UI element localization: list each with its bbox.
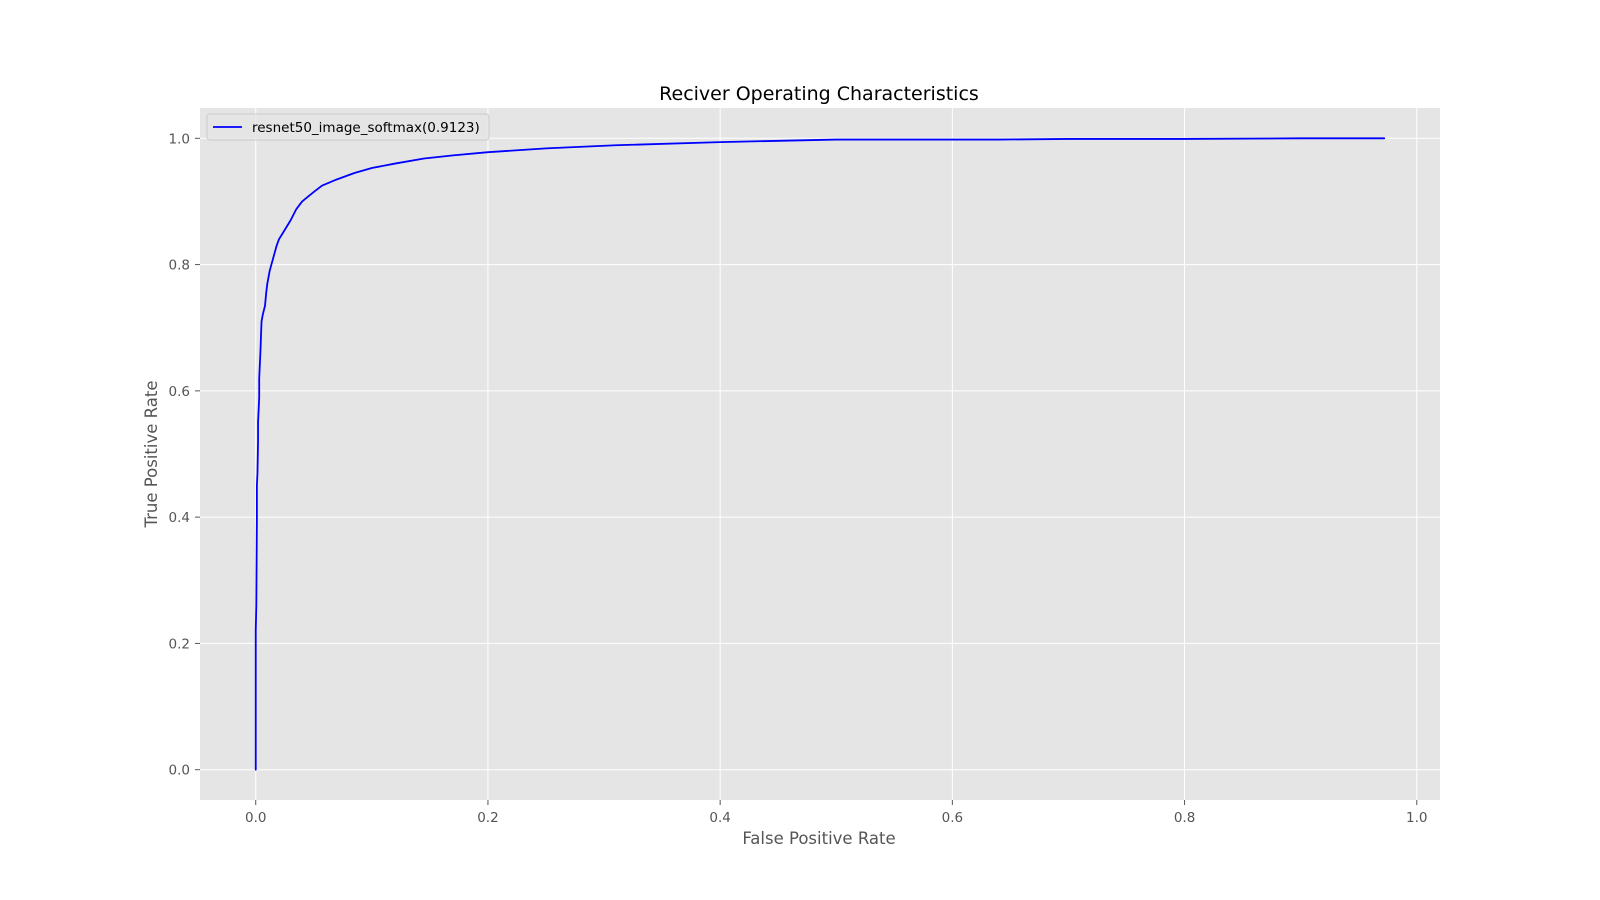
y-tick-label: 0.4	[169, 510, 190, 526]
axis-ticks: 0.0 0.2 0.4 0.6 0.8 1.0 0.0 0.2 0.4 0.6 0.8 1.0	[169, 131, 1428, 826]
plot-area	[200, 108, 1440, 800]
x-tick-label: 0.4	[709, 810, 730, 826]
legend-label: resnet50_image_softmax(0.9123)	[252, 120, 480, 136]
x-tick-label: 0.6	[942, 810, 963, 826]
x-tick-label: 0.2	[477, 810, 498, 826]
series-lines	[254, 137, 1386, 771]
x-tick-label: 1.0	[1406, 810, 1427, 826]
x-tick-label: 0.8	[1174, 810, 1195, 826]
y-tick-label: 0.8	[169, 258, 190, 274]
grid-lines	[200, 108, 1440, 800]
x-axis-label: False Positive Rate	[742, 829, 895, 848]
y-tick-label: 0.0	[169, 763, 190, 779]
roc-curve-line	[254, 137, 1386, 771]
legend: resnet50_image_softmax(0.9123)	[206, 113, 490, 141]
chart-title: Reciver Operating Characteristics	[659, 83, 979, 105]
legend-box	[206, 113, 490, 141]
y-axis-label: True Positive Rate	[142, 381, 161, 529]
y-tick-label: 0.2	[169, 636, 190, 652]
x-tick-label: 0.0	[245, 810, 266, 826]
y-tick-label: 0.6	[169, 384, 190, 400]
y-tick-label: 1.0	[169, 131, 190, 147]
